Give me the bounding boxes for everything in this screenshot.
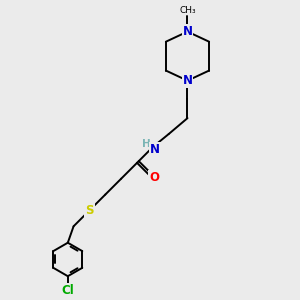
Text: N: N [182, 74, 193, 87]
Text: N: N [150, 143, 160, 156]
Text: N: N [182, 25, 193, 38]
Text: CH₃: CH₃ [179, 6, 196, 15]
Text: O: O [149, 171, 159, 184]
Text: Cl: Cl [61, 284, 74, 297]
Text: H: H [142, 139, 151, 148]
Text: S: S [85, 204, 94, 217]
